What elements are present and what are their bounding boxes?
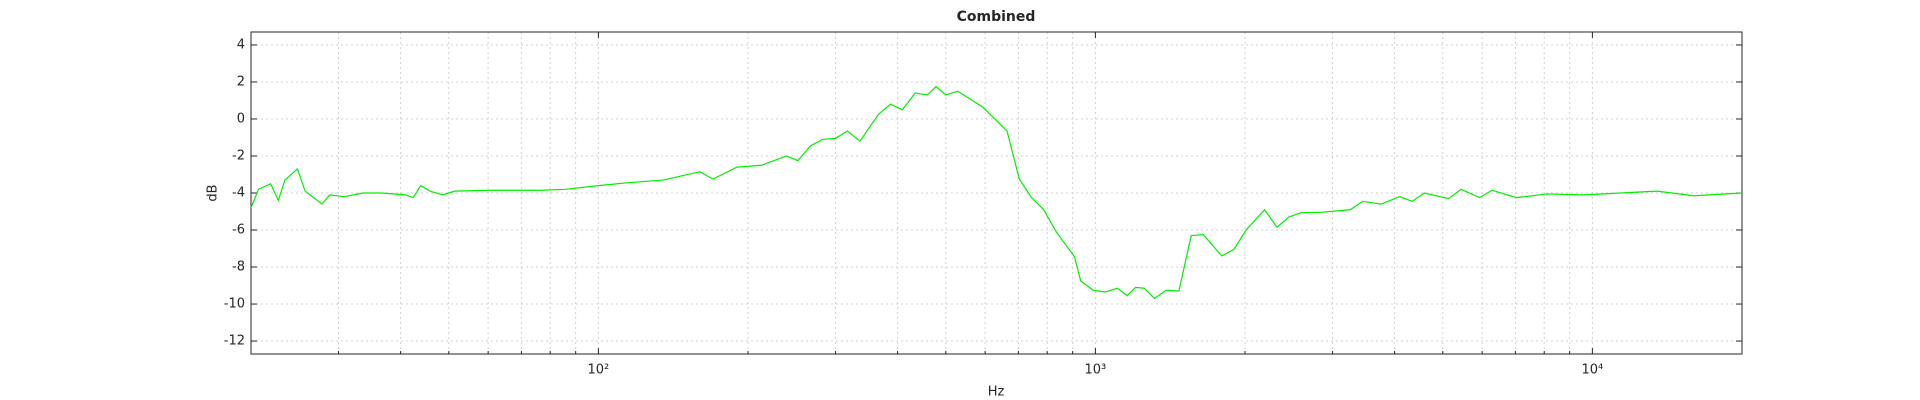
x-tick-label: 10³	[1085, 363, 1107, 378]
y-tick-label: 0	[237, 111, 245, 126]
y-tick-label: -10	[224, 297, 245, 312]
y-axis-label: dB	[206, 184, 221, 201]
y-tick-label: -4	[232, 186, 245, 201]
y-tick-label: -2	[232, 148, 245, 163]
line-series	[250, 85, 1743, 300]
y-tick-label: 4	[237, 37, 245, 52]
chart-title: Combined	[957, 9, 1036, 25]
x-tick-label: 10²	[588, 363, 610, 378]
x-tick-label: 10⁴	[1582, 363, 1604, 378]
x-axis-label: Hz	[988, 385, 1005, 400]
y-tick-label: 2	[237, 74, 245, 89]
y-tick-label: -12	[224, 334, 245, 349]
y-tick-label: -6	[232, 223, 245, 238]
y-tick-label: -8	[232, 260, 245, 275]
